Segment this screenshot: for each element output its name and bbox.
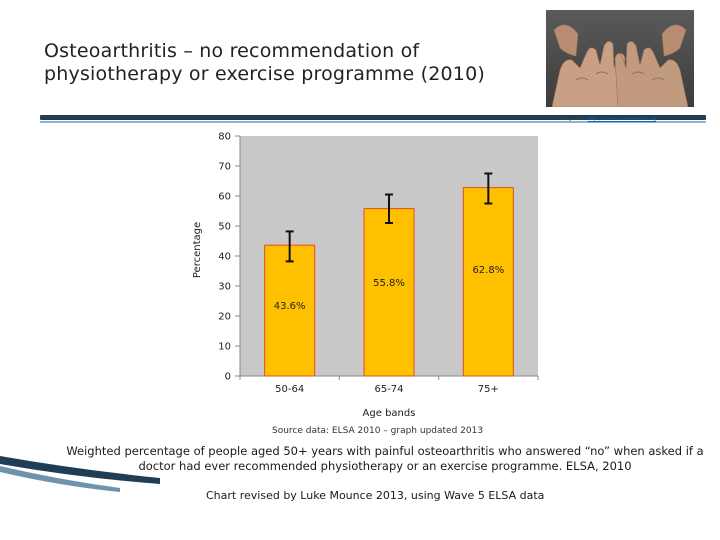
image-credit-link[interactable]: http://commons.wikimedia.org: [587, 117, 657, 122]
source-note: Source data: ELSA 2010 – graph updated 2…: [272, 426, 484, 436]
y-ticks: 0 10 20 30 40 50 60 70 80: [218, 132, 240, 383]
data-labels: 43.6% 55.8% 62.8%: [274, 265, 504, 312]
y-tick-label: 60: [218, 192, 231, 203]
image-credit-prefix: Image from: [560, 117, 586, 122]
y-tick-label: 80: [218, 132, 231, 143]
x-tick-label: 50-64: [275, 384, 304, 395]
x-tick-labels: 50-64 65-74 75+: [239, 376, 539, 395]
slide-title-line-2: physiotherapy or exercise programme (201…: [44, 63, 485, 85]
y-tick-label: 40: [218, 252, 231, 263]
bar-65-74: [363, 208, 415, 377]
revision-note: Chart revised by Luke Mounce 2013, using…: [206, 489, 545, 502]
chart-footnote: Weighted percentage of people aged 50+ y…: [66, 444, 704, 473]
x-tick-label: 65-74: [374, 384, 403, 395]
y-tick-label: 30: [218, 282, 231, 293]
slide-title: Osteoarthritis – no recommendation of ph…: [44, 40, 514, 86]
y-tick-label: 20: [218, 312, 231, 323]
data-label: 62.8%: [472, 265, 504, 276]
y-tick-label: 70: [218, 162, 231, 173]
y-tick-label: 10: [218, 342, 231, 353]
y-axis-label: Percentage: [192, 222, 203, 278]
x-tick-label: 75+: [478, 384, 499, 395]
bar-50-64: [264, 244, 316, 377]
arthritic-hands-photo: [546, 10, 694, 107]
y-tick-label: 50: [218, 222, 231, 233]
title-divider: [40, 115, 706, 123]
slide-title-line-1: Osteoarthritis – no recommendation of: [44, 40, 420, 62]
error-bars: [285, 172, 493, 263]
data-label: 43.6%: [274, 301, 306, 312]
image-credit: Image from http://commons.wikimedia.org: [560, 117, 656, 122]
bars: [264, 187, 514, 377]
y-tick-label: 0: [225, 372, 231, 383]
x-axis-label: Age bands: [363, 408, 416, 419]
data-label: 55.8%: [373, 278, 405, 289]
